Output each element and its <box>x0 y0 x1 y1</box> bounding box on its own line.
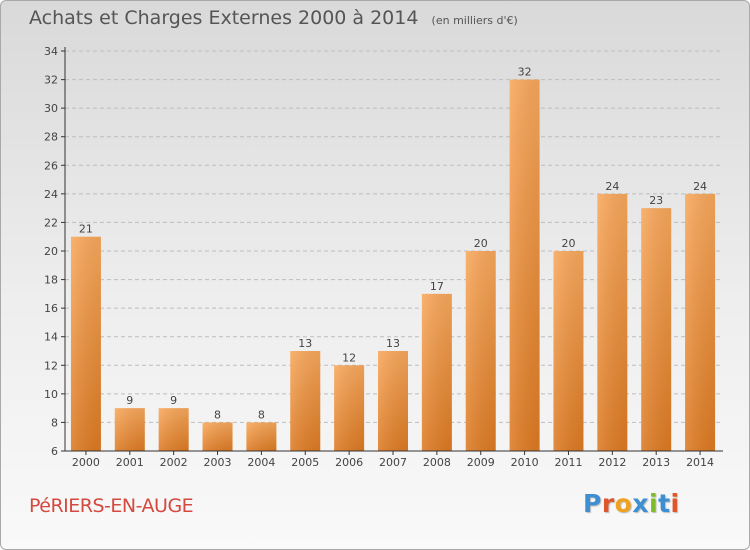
bar-shade <box>685 193 716 451</box>
x-tick-label: 2007 <box>379 456 407 469</box>
bar-shade <box>421 293 452 451</box>
y-tick-label: 28 <box>44 131 58 144</box>
y-tick-label: 6 <box>51 445 58 458</box>
y-tick-label: 18 <box>44 274 58 287</box>
y-tick-label: 16 <box>44 302 58 315</box>
x-tick-label: 2006 <box>335 456 363 469</box>
x-tick-label: 2011 <box>554 456 582 469</box>
x-tick-label: 2000 <box>72 456 100 469</box>
y-tick-label: 22 <box>44 216 58 229</box>
data-label: 24 <box>605 180 619 193</box>
logo-letter: r <box>601 489 615 518</box>
bar-shade <box>70 236 101 451</box>
y-tick-label: 10 <box>44 388 58 401</box>
logo-letter: i <box>649 489 659 518</box>
data-label: 13 <box>386 337 400 350</box>
x-tick-label: 2008 <box>423 456 451 469</box>
bar-shade <box>509 79 540 452</box>
y-tick-label: 14 <box>44 331 58 344</box>
y-tick-label: 34 <box>44 45 58 58</box>
data-label: 23 <box>649 194 663 207</box>
bar-shade <box>158 408 189 451</box>
bar-shade <box>290 351 321 451</box>
bar-shade <box>553 251 584 451</box>
data-label: 24 <box>693 180 707 193</box>
place-name: PéRIERS-EN-AUGE <box>29 495 194 517</box>
x-tick-label: 2009 <box>467 456 495 469</box>
x-tick-label: 2002 <box>160 456 188 469</box>
x-tick-label: 2010 <box>511 456 539 469</box>
logo-letter: i <box>670 489 680 518</box>
bar-shade <box>597 193 628 451</box>
y-tick-label: 12 <box>44 359 58 372</box>
data-label: 8 <box>214 408 221 421</box>
data-label: 9 <box>126 394 133 407</box>
x-tick-label: 2001 <box>116 456 144 469</box>
y-tick-label: 30 <box>44 102 58 115</box>
y-tick-label: 32 <box>44 74 58 87</box>
logo-letter: o <box>614 489 633 518</box>
bar-shade <box>246 422 277 451</box>
data-label: 21 <box>79 223 93 236</box>
logo-letter: x <box>632 489 649 518</box>
logo-letter: t <box>658 489 671 518</box>
data-label: 20 <box>474 237 488 250</box>
chart-title: Achats et Charges Externes 2000 à 2014 <box>29 7 419 29</box>
x-tick-label: 2003 <box>204 456 232 469</box>
bar-shade <box>334 365 365 451</box>
y-tick-label: 24 <box>44 188 58 201</box>
data-label: 13 <box>298 337 312 350</box>
chart-title-block: Achats et Charges Externes 2000 à 2014 (… <box>29 7 518 29</box>
chart-unit: (en milliers d'€) <box>431 14 518 27</box>
data-label: 17 <box>430 280 444 293</box>
logo-letter: P <box>583 489 602 518</box>
x-tick-label: 2013 <box>642 456 670 469</box>
data-label: 12 <box>342 351 356 364</box>
y-tick-label: 8 <box>51 416 58 429</box>
y-tick-label: 20 <box>44 245 58 258</box>
x-tick-label: 2004 <box>247 456 275 469</box>
x-tick-label: 2014 <box>686 456 714 469</box>
data-label: 9 <box>170 394 177 407</box>
bar-shade <box>641 208 672 451</box>
proxiti-logo: Proxiti <box>583 489 680 518</box>
x-tick-label: 2005 <box>291 456 319 469</box>
x-tick-label: 2012 <box>598 456 626 469</box>
data-label: 20 <box>561 237 575 250</box>
y-tick-label: 26 <box>44 159 58 172</box>
bar-shade <box>378 351 408 451</box>
bar-shade <box>465 251 496 451</box>
bar-shade <box>202 422 233 451</box>
data-label: 8 <box>258 408 265 421</box>
data-label: 32 <box>518 66 532 79</box>
bar-shade <box>114 408 145 451</box>
